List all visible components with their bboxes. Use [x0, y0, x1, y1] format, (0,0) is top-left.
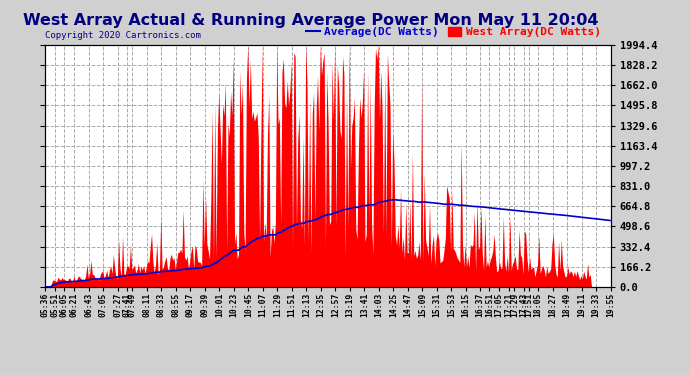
Text: West Array Actual & Running Average Power Mon May 11 20:04: West Array Actual & Running Average Powe… [23, 13, 598, 28]
Text: Copyright 2020 Cartronics.com: Copyright 2020 Cartronics.com [45, 31, 201, 40]
Legend: Average(DC Watts), West Array(DC Watts): Average(DC Watts), West Array(DC Watts) [302, 23, 605, 42]
